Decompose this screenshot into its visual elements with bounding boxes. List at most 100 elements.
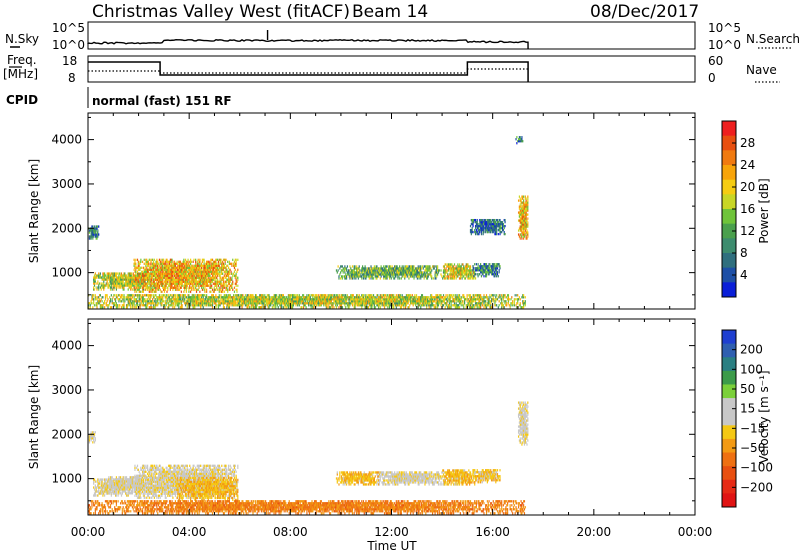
echo-cell: [324, 302, 326, 305]
echo-cell: [332, 296, 334, 299]
echo-cell: [312, 300, 314, 303]
echo-cell: [155, 274, 157, 277]
echo-cell: [374, 302, 376, 305]
echo-cell: [348, 300, 350, 303]
echo-cell: [410, 267, 412, 270]
echo-cell: [102, 286, 104, 289]
echo-cell: [379, 277, 381, 280]
echo-cell: [172, 294, 174, 297]
echo-cell: [124, 278, 126, 281]
echo-cell: [430, 267, 432, 270]
echo-cell: [469, 296, 472, 299]
echo-cell: [350, 271, 352, 274]
echo-cell: [437, 304, 439, 307]
echo-cell: [507, 298, 510, 301]
echo-cell: [475, 304, 478, 307]
echo-cell: [229, 262, 231, 265]
echo-cell: [233, 270, 236, 273]
echo-cell: [353, 265, 355, 268]
echo-cell: [193, 300, 195, 303]
echo-cell: [168, 262, 171, 265]
echo-cell: [227, 266, 230, 269]
echo-cell: [259, 298, 261, 301]
echo-cell: [157, 298, 159, 301]
echo-cell: [163, 274, 165, 277]
echo-cell: [344, 271, 346, 274]
echo-cell: [149, 306, 151, 309]
echo-cell: [160, 278, 162, 281]
echo-cell: [361, 267, 364, 270]
echo-cell: [450, 300, 452, 303]
echo-cell: [351, 277, 354, 280]
echo-cell: [481, 298, 483, 301]
echo-cell: [137, 294, 139, 297]
echo-cell: [173, 280, 175, 283]
echo-cell: [227, 290, 229, 293]
echo-cell: [294, 298, 296, 301]
echo-cell: [140, 272, 142, 275]
echo-cell: [129, 294, 131, 297]
echo-cell: [355, 277, 357, 280]
echo-cell: [208, 302, 210, 305]
echo-cell: [98, 272, 100, 275]
echo-cell: [190, 266, 192, 269]
echo-cell: [155, 264, 157, 267]
echo-cell: [219, 258, 221, 261]
echo-cell: [227, 294, 230, 297]
echo-cell: [377, 273, 379, 276]
echo-cell: [355, 273, 357, 276]
echo-cell: [275, 304, 277, 307]
echo-cell: [494, 294, 496, 297]
echo-cell: [114, 304, 117, 307]
echo-cell: [268, 294, 270, 297]
echo-cell: [173, 266, 176, 269]
echo-cell: [350, 267, 352, 270]
echo-cell: [286, 306, 288, 309]
echo-cell: [236, 276, 238, 279]
echo-cell: [423, 302, 425, 305]
echo-cell: [458, 298, 460, 301]
echo-cell: [162, 284, 164, 287]
echo-cell: [210, 286, 212, 289]
echo-cell: [115, 272, 118, 275]
echo-cell: [168, 270, 171, 273]
echo-cell: [387, 271, 389, 274]
echo-cell: [96, 306, 98, 309]
echo-cell: [138, 276, 140, 279]
echo-cell: [142, 302, 144, 305]
echo-cell: [148, 258, 150, 261]
echo-cell: [372, 300, 375, 303]
echo-cell: [371, 300, 373, 303]
echo-cell: [178, 266, 180, 269]
echo-cell: [290, 304, 292, 307]
echo-cell: [450, 294, 452, 297]
echo-cell: [187, 282, 189, 285]
echo-cell: [349, 269, 351, 272]
echo-cell: [313, 304, 315, 307]
echo-cell: [200, 284, 203, 287]
echo-cell: [131, 276, 133, 279]
echo-cell: [177, 274, 179, 277]
echo-cell: [179, 282, 181, 285]
echo-cell: [276, 294, 278, 297]
echo-cell: [363, 298, 365, 301]
echo-cell: [181, 306, 183, 309]
echo-cell: [184, 302, 187, 305]
echo-cell: [390, 300, 392, 303]
echo-cell: [175, 282, 177, 285]
echo-cell: [246, 306, 248, 309]
echo-cell: [119, 286, 121, 289]
echo-cell: [475, 294, 478, 297]
echo-cell: [180, 286, 182, 289]
echo-cell: [235, 304, 237, 307]
echo-cell: [171, 282, 173, 285]
echo-cell: [202, 278, 204, 281]
echo-cell: [371, 294, 373, 297]
echo-cell: [142, 278, 144, 281]
echo-cell: [186, 280, 188, 283]
echo-cell: [216, 288, 219, 291]
echo-cell: [205, 274, 207, 277]
echo-cell: [388, 265, 390, 268]
echo-cell: [180, 304, 182, 307]
echo-cell: [195, 284, 197, 287]
